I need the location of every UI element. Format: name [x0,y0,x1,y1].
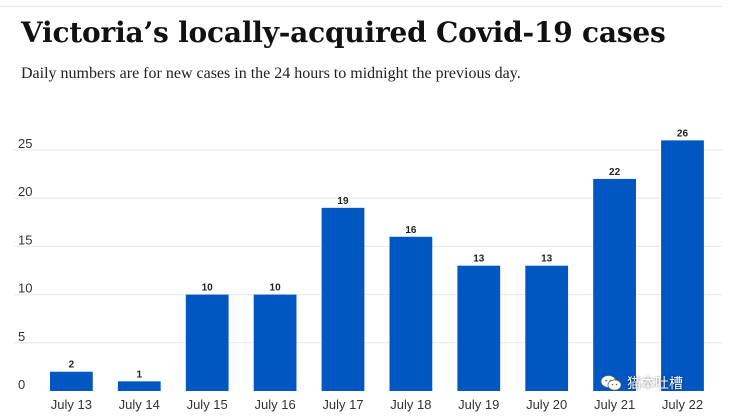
data-label: 10 [270,283,282,294]
watermark-text: 猫本吐槽 [627,376,683,392]
x-tick-label: July 15 [187,397,228,412]
data-label: 19 [337,196,349,207]
data-label: 2 [69,360,75,371]
bar [50,371,93,391]
bar [525,265,569,391]
bar [117,381,161,391]
data-label: 13 [473,254,485,265]
bar [185,294,229,391]
x-tick-label: July 20 [526,397,567,412]
bars [50,140,704,391]
x-tick-label: July 16 [254,397,295,412]
x-tick-label: July 13 [51,397,92,412]
bar [593,178,636,391]
bar [321,207,365,391]
top-divider [0,6,722,7]
x-tick-label: July 21 [594,397,635,412]
bar [253,294,297,391]
watermark: 猫本吐槽 [600,371,683,395]
data-label: 22 [609,167,621,178]
y-tick-label: 0 [18,377,25,392]
bar [457,265,501,391]
y-axis-ticks: 0 5 10 15 20 25 [18,136,32,392]
y-tick-label: 5 [18,329,25,344]
bar [661,140,704,391]
data-label: 16 [405,225,417,236]
chart-subtitle: Daily numbers are for new cases in the 2… [21,65,521,82]
y-tick-label: 15 [18,232,32,247]
bar [389,236,433,391]
x-tick-label: July 22 [662,397,703,412]
chart-title: Victoria’s locally-acquired Covid-19 cas… [21,16,666,49]
y-tick-label: 25 [18,136,32,151]
wechat-icon [600,375,622,391]
data-label: 26 [677,128,689,139]
data-label: 10 [202,283,214,294]
x-tick-label: July 14 [119,397,160,412]
x-tick-label: July 18 [390,397,431,412]
y-tick-label: 10 [18,281,32,296]
x-axis-ticks: July 13 July 14 July 15 July 16 July 17 July … [51,397,703,412]
x-tick-label: July 19 [458,397,499,412]
data-label: 13 [541,254,553,265]
y-tick-label: 20 [18,184,32,199]
data-labels: 2 1 10 10 19 16 13 13 22 26 [69,128,689,380]
x-tick-label: July 17 [322,397,363,412]
data-label: 1 [137,369,143,380]
